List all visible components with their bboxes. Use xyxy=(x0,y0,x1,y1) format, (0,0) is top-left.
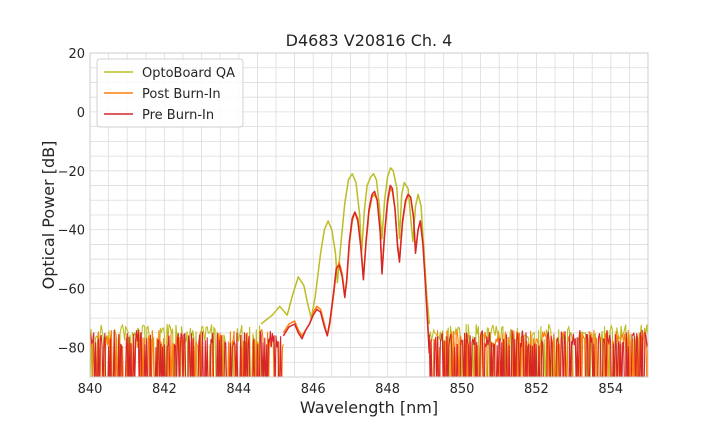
x-tick-label: 854 xyxy=(598,382,623,397)
x-tick-label: 840 xyxy=(78,382,103,397)
x-tick-label: 852 xyxy=(524,382,549,397)
y-tick-label: 20 xyxy=(68,47,85,62)
series-line xyxy=(260,167,431,325)
x-tick-label: 842 xyxy=(152,382,177,397)
axes-frame xyxy=(89,52,649,378)
y-tick-label: −40 xyxy=(58,224,85,239)
y-tick-label: 0 xyxy=(77,106,85,121)
y-tick-label: −80 xyxy=(58,342,85,357)
legend-label: Post Burn-In xyxy=(142,87,221,102)
series-line xyxy=(282,184,431,354)
x-tick-label: 846 xyxy=(301,382,326,397)
series-noise-right xyxy=(428,329,648,377)
x-axis-label: Wavelength [nm] xyxy=(300,398,438,417)
x-tick-label: 848 xyxy=(375,382,400,397)
legend-box xyxy=(96,58,244,128)
legend-label: Pre Burn-In xyxy=(142,108,214,123)
x-tick-label: 850 xyxy=(450,382,475,397)
y-tick-label: −20 xyxy=(58,165,85,180)
legend-label: OptoBoard QA xyxy=(142,66,235,81)
y-axis-label: Optical Power [dB] xyxy=(39,141,58,290)
chart-title: D4683 V20816 Ch. 4 xyxy=(286,31,453,50)
y-tick-label: −60 xyxy=(58,283,85,298)
series-noise-left xyxy=(90,329,284,377)
legend: OptoBoard QA Post Burn-In Pre Burn-In xyxy=(96,58,244,128)
x-tick-label: 844 xyxy=(226,382,251,397)
